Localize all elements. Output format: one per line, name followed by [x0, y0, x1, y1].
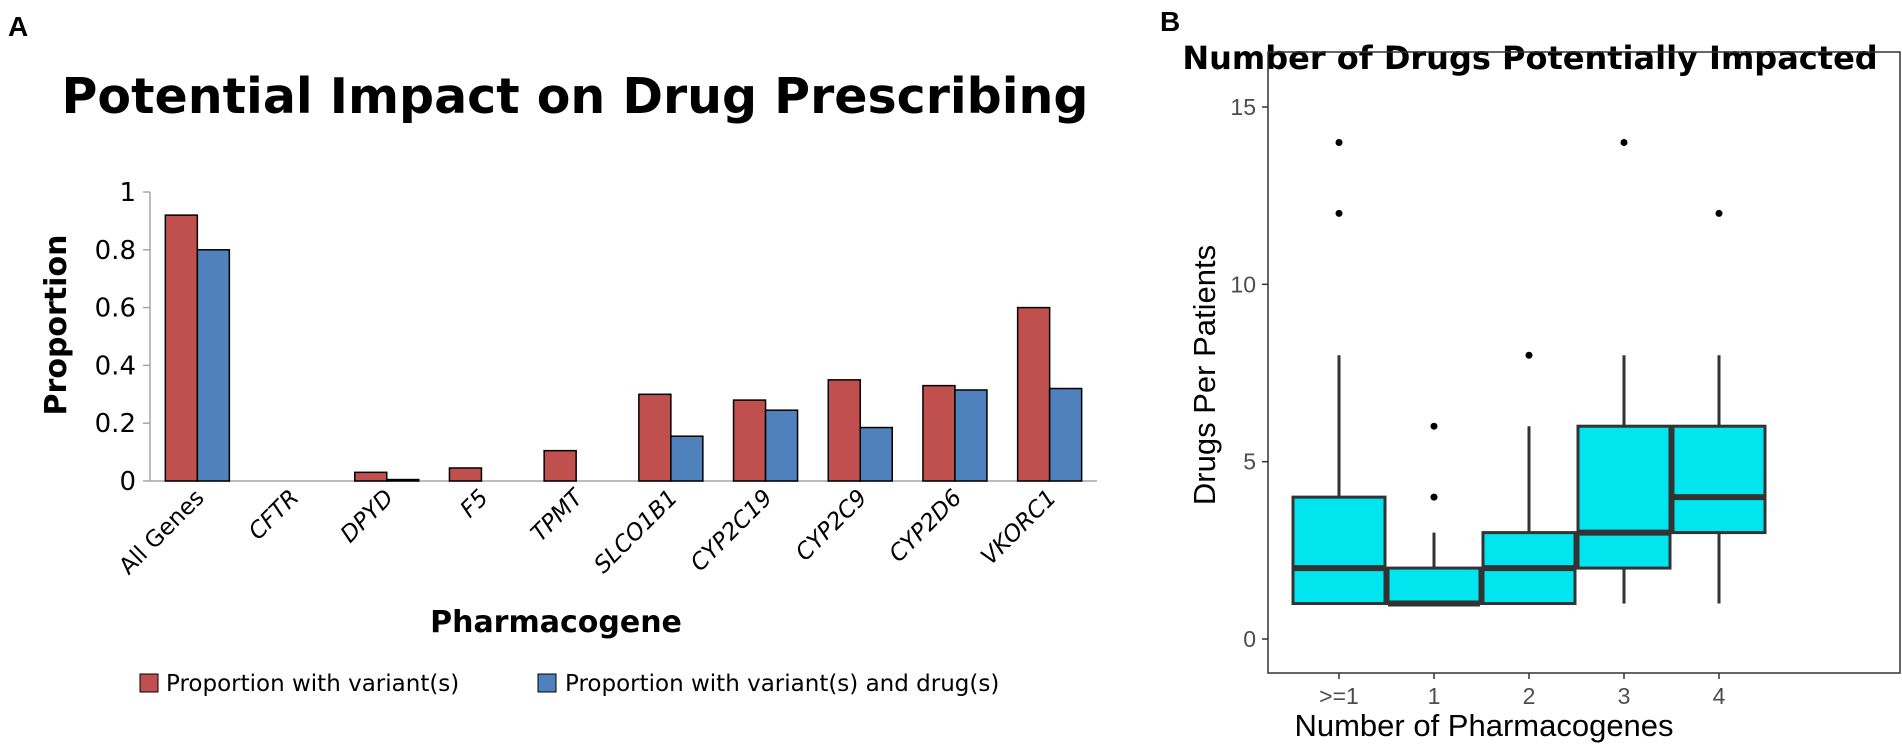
chart-a-x-tick-label: All Genes: [114, 485, 209, 580]
chart-a-y-tick-label: 0.2: [95, 409, 136, 439]
chart-a-x-axis-label: Pharmacogene: [430, 605, 682, 640]
chart-a-y-tick-label: 0: [119, 467, 136, 497]
chart-b-plot: 0 5 10 15 >=1 1 2 3 4: [1230, 51, 1901, 709]
bar-variant-drug-vkorc1: [1048, 387, 1083, 482]
box-outlier: [1335, 138, 1343, 146]
bar-variant-drug-all-genes: [196, 249, 231, 482]
legend-label-variant-drug: Proportion with variant(s) and drug(s): [565, 671, 999, 697]
panel-b-label: B: [1160, 6, 1180, 37]
chart-a-x-tick-label: CFTR: [244, 485, 304, 545]
box->=1: [1291, 495, 1387, 606]
bar-variant-dpyd: [354, 471, 388, 482]
chart-a-x-tick-label: CYP2D6: [884, 485, 967, 568]
chart-a-x-tick-label: VKORC1: [976, 485, 1062, 571]
chart-b-x-tick-label: 4: [1713, 683, 1726, 709]
chart-a-x-tick-label: CYP2C19: [686, 485, 778, 577]
panel-a-label: A: [8, 11, 28, 42]
chart-b-y-tick-label: 0: [1243, 626, 1256, 652]
bar-variant-drug-cyp2d6: [954, 389, 988, 482]
chart-a-y-tick-label: 0.6: [95, 294, 136, 324]
bar-variant-cyp2d6: [922, 384, 956, 482]
bar-variant-drug-slco1b1: [670, 435, 704, 482]
bar-variant-drug-dpyd: [386, 478, 420, 482]
chart-b-x-axis-label: Number of Pharmacogenes: [1294, 708, 1673, 743]
chart-b-y-tick-label: 10: [1230, 271, 1256, 297]
chart-a-y-tick-label: 1: [119, 178, 136, 208]
chart-a-x-tick-label: DPYD: [336, 485, 399, 548]
chart-a-plot: 0 0.2 0.4 0.6 0.8 1 All Genes CFTR DPYD F5 TPMT SLC…: [95, 178, 1097, 580]
box-outlier: [1430, 493, 1438, 501]
legend-swatch-variant: [139, 673, 159, 693]
chart-b-x-tick-label: 2: [1523, 683, 1536, 709]
bar-variant-vkorc1: [1016, 306, 1051, 482]
bar-variant-slco1b1: [638, 393, 672, 482]
bar-variant-tpmt: [543, 449, 577, 482]
chart-b-panel-border: [1267, 51, 1901, 674]
bar-variant-cyp2c19: [732, 399, 767, 482]
chart-b-x-tick-label: 1: [1428, 683, 1441, 709]
chart-b-y-axis-label: Drugs Per Patients: [1187, 245, 1222, 505]
box-outlier: [1715, 209, 1723, 217]
chart-b-x-tick-label: >=1: [1319, 683, 1359, 709]
box-1: [1386, 566, 1482, 606]
chart-a-x-tick-label: TPMT: [526, 483, 589, 546]
chart-a-x-tick-label: CYP2C9: [791, 485, 873, 567]
legend-label-variant: Proportion with variant(s): [166, 671, 459, 697]
chart-a-x-tick-label: F5: [456, 485, 494, 523]
chart-a-y-tick-label: 0.8: [95, 236, 136, 266]
bar-variant-cyp2c9: [827, 379, 861, 482]
chart-a-title: Potential Impact on Drug Prescribing: [62, 68, 1089, 125]
bar-variant-drug-cyp2c19: [764, 409, 799, 482]
chart-b-x-tick-label: 3: [1618, 683, 1631, 709]
bar-variant-drug-cyp2c9: [859, 426, 893, 482]
box-3: [1576, 424, 1672, 570]
bar-variant-f5: [448, 467, 483, 482]
chart-a-legend: Proportion with variant(s) Proportion wi…: [139, 671, 999, 697]
chart-b-title: Number of Drugs Potentially Impacted: [1182, 39, 1877, 77]
box-outlier: [1620, 138, 1628, 146]
chart-a-x-tick-label: SLCO1B1: [589, 485, 683, 579]
bar-variant-all-genes: [164, 214, 199, 482]
box-outlier: [1335, 209, 1343, 217]
box-4: [1671, 424, 1767, 535]
legend-swatch-variant-drug: [537, 673, 557, 693]
chart-b-y-tick-label: 5: [1243, 449, 1256, 475]
box-outlier: [1525, 351, 1533, 359]
chart-a-y-tick-label: 0.4: [95, 351, 136, 381]
box-outlier: [1430, 422, 1438, 430]
chart-a-y-axis-label: Proportion: [39, 235, 74, 416]
chart-b-y-tick-label: 15: [1230, 94, 1256, 120]
